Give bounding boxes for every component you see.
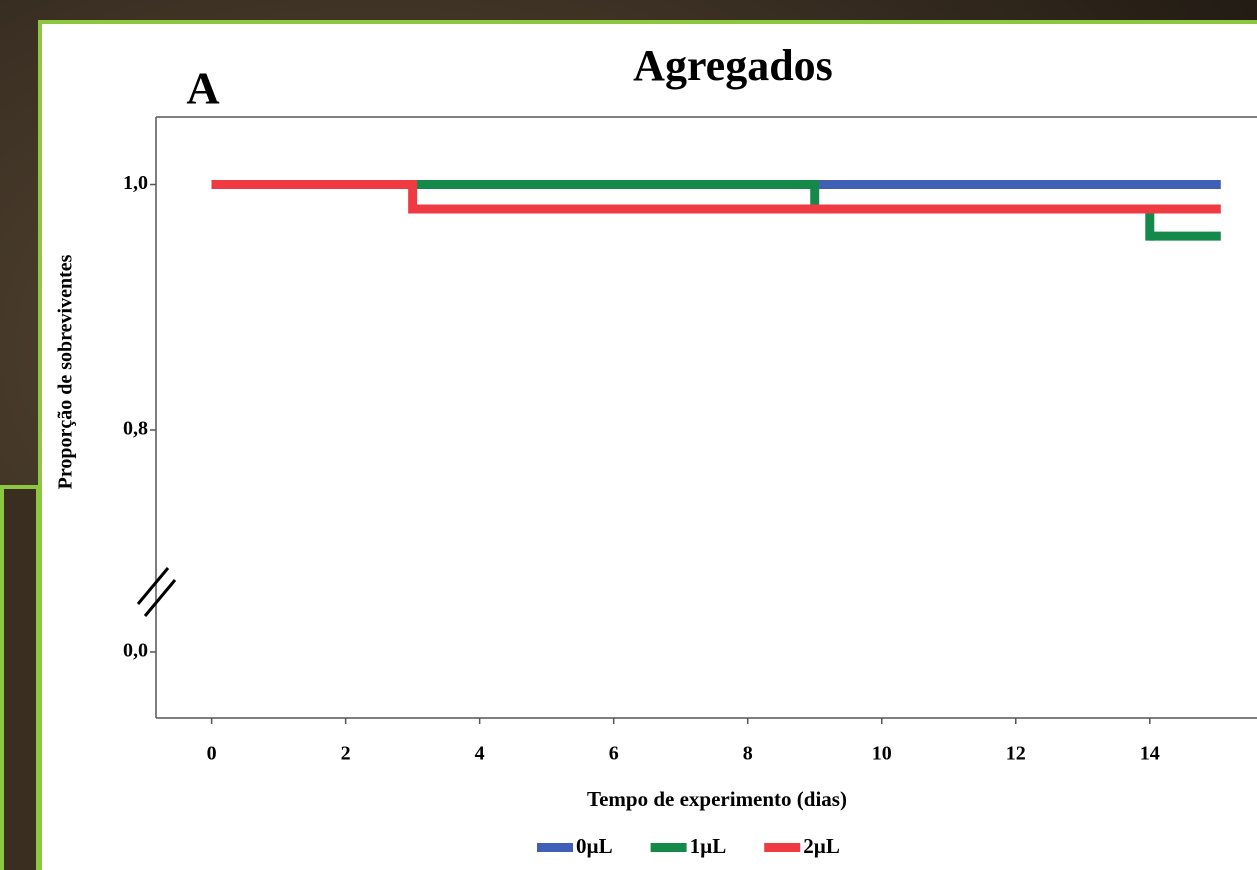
x-tick-label: 0 bbox=[207, 743, 217, 765]
legend-label: 1µL bbox=[690, 834, 727, 858]
x-tick-label: 2 bbox=[341, 743, 351, 765]
x-tick-label: 4 bbox=[475, 743, 485, 765]
side-panel bbox=[2, 487, 38, 870]
y-axis-label: Proporção de sobreviventes bbox=[55, 254, 77, 489]
x-tick-label: 10 bbox=[872, 743, 892, 765]
x-axis-label: Tempo de experimento (dias) bbox=[587, 787, 847, 811]
chart-panel bbox=[40, 22, 1257, 870]
chart: Agregados A Tempo de experimento (dias) … bbox=[0, 0, 1257, 870]
legend-label: 0µL bbox=[576, 834, 613, 858]
x-tick-label: 8 bbox=[743, 743, 753, 765]
page: {"chart_data": {"type": "line", "step": … bbox=[0, 0, 1257, 870]
x-tick-label: 12 bbox=[1006, 743, 1026, 765]
x-tick-label: 6 bbox=[609, 743, 619, 765]
panel-label: A bbox=[186, 63, 219, 114]
x-tick-label: 14 bbox=[1140, 743, 1160, 765]
legend-swatch bbox=[764, 843, 800, 852]
chart-title: Agregados bbox=[633, 41, 833, 90]
y-tick-label: 0,0 bbox=[123, 640, 148, 662]
legend-swatch bbox=[651, 843, 687, 852]
legend-label: 2µL bbox=[803, 834, 840, 858]
y-tick-label: 0,8 bbox=[123, 418, 148, 440]
y-tick-label: 1,0 bbox=[123, 172, 148, 194]
legend-swatch bbox=[537, 843, 573, 852]
